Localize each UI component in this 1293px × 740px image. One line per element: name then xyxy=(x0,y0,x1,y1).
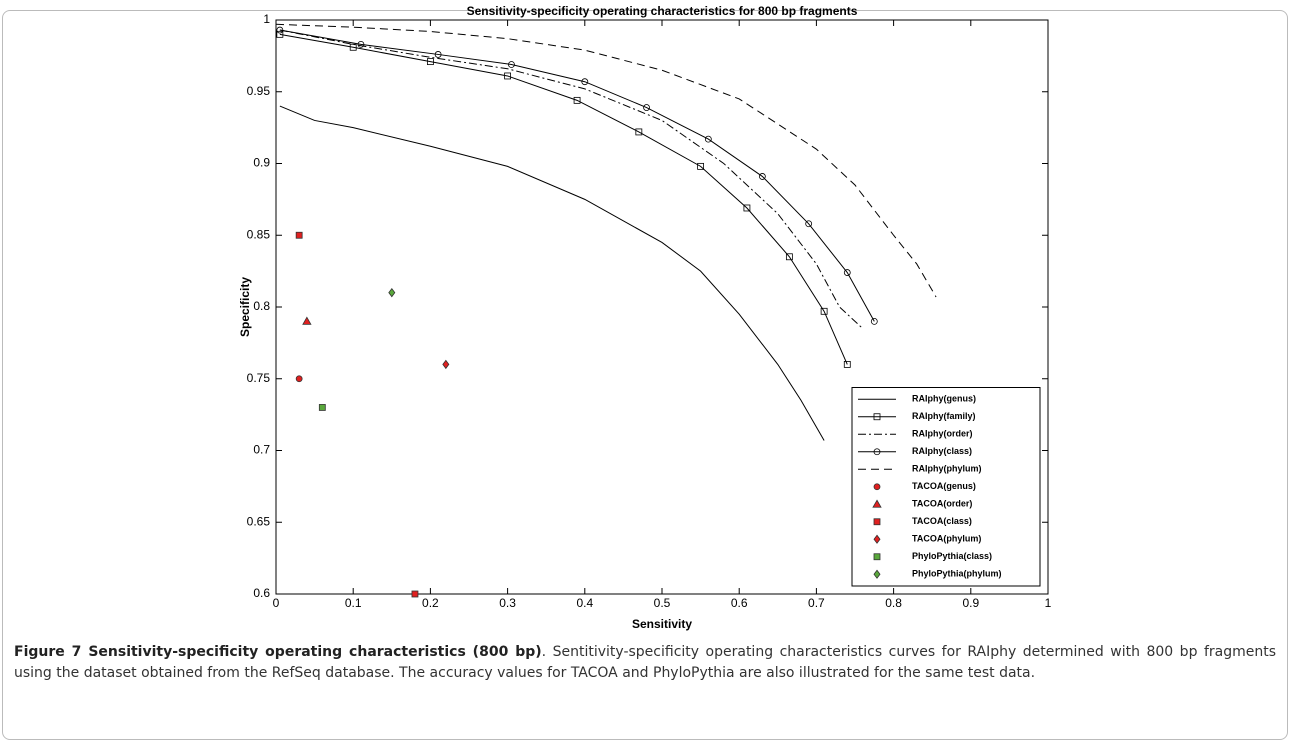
x-tick-label: 1 xyxy=(1045,596,1052,610)
legend-marker xyxy=(873,553,881,561)
marker xyxy=(442,359,450,370)
series-line xyxy=(279,33,848,365)
marker xyxy=(743,204,751,212)
marker xyxy=(318,404,326,411)
series-line xyxy=(275,23,937,298)
figure-caption: Figure 7 Sensitivity-specificity operati… xyxy=(14,642,1276,684)
marker xyxy=(357,40,365,48)
chart-title: Sensitivity-specificity operating charac… xyxy=(467,4,858,18)
marker xyxy=(843,269,851,276)
caption-label: Figure 7 Sensitivity-specificity operati… xyxy=(14,644,542,660)
marker xyxy=(643,104,650,111)
x-tick-label: 0.5 xyxy=(654,596,671,610)
marker xyxy=(295,375,303,383)
x-tick-label: 0.7 xyxy=(808,596,825,610)
marker xyxy=(704,135,712,143)
legend-box xyxy=(851,387,1041,587)
y-tick-label: 0.85 xyxy=(247,227,271,241)
legend-label: TACOA(phylum) xyxy=(912,534,981,544)
x-tick-label: 0.3 xyxy=(499,596,516,610)
legend-label: TACOA(order) xyxy=(912,499,972,509)
y-axis-label: Specificity xyxy=(238,277,252,337)
marker xyxy=(349,43,357,51)
x-tick-label: 0.1 xyxy=(345,596,362,610)
y-tick-label: 0.75 xyxy=(247,371,271,385)
caption-text: . Sentitivity-specificity operating char… xyxy=(14,644,1277,681)
legend-label: RAIphy(family) xyxy=(912,411,976,421)
x-tick-label: 0.8 xyxy=(885,596,902,610)
marker xyxy=(388,287,396,298)
marker xyxy=(870,317,878,325)
series-line xyxy=(279,29,875,322)
marker xyxy=(573,96,581,104)
legend-marker xyxy=(873,413,881,421)
legend-marker xyxy=(872,499,882,508)
y-tick-label: 0.9 xyxy=(253,156,270,170)
marker xyxy=(426,58,434,66)
marker xyxy=(434,51,442,58)
marker xyxy=(295,231,303,239)
x-tick-label: 0.2 xyxy=(422,596,439,610)
x-tick-label: 0.6 xyxy=(731,596,748,610)
marker xyxy=(504,72,512,80)
y-tick-label: 0.95 xyxy=(247,84,271,98)
marker xyxy=(843,360,851,368)
legend-marker xyxy=(873,534,881,544)
marker xyxy=(785,253,793,261)
marker xyxy=(508,61,515,68)
marker xyxy=(411,590,419,598)
marker xyxy=(805,220,813,228)
y-tick-label: 0.7 xyxy=(253,443,270,457)
legend-label: TACOA(class) xyxy=(912,516,972,526)
x-tick-label: 0 xyxy=(273,596,280,610)
marker xyxy=(302,316,312,325)
series-line xyxy=(279,105,825,441)
marker xyxy=(276,30,284,38)
x-tick-label: 0.4 xyxy=(576,596,593,610)
marker xyxy=(276,26,284,34)
legend-label: RAIphy(class) xyxy=(912,446,972,456)
marker xyxy=(581,78,589,86)
legend-label: TACOA(genus) xyxy=(912,481,976,491)
legend-label: RAIphy(order) xyxy=(912,429,973,439)
legend-marker xyxy=(873,448,881,456)
legend-marker xyxy=(873,518,881,526)
legend-label: RAIphy(genus) xyxy=(912,394,976,404)
marker xyxy=(635,128,643,136)
marker xyxy=(697,162,704,170)
chart: Sensitivity-specificity operating charac… xyxy=(238,4,1052,631)
y-tick-label: 0.6 xyxy=(253,586,270,600)
legend-marker xyxy=(873,569,881,579)
marker xyxy=(820,307,828,315)
marker xyxy=(758,173,766,180)
legend-label: RAIphy(phylum) xyxy=(912,464,982,474)
y-tick-label: 0.65 xyxy=(247,514,271,528)
x-axis-label: Sensitivity xyxy=(632,617,692,631)
legend-label: PhyloPythia(phylum) xyxy=(912,569,1002,579)
y-tick-label: 0.8 xyxy=(253,299,270,313)
legend-label: PhyloPythia(class) xyxy=(912,551,992,561)
x-tick-label: 0.9 xyxy=(962,596,979,610)
y-tick-label: 1 xyxy=(263,12,270,26)
legend-marker xyxy=(873,483,881,491)
